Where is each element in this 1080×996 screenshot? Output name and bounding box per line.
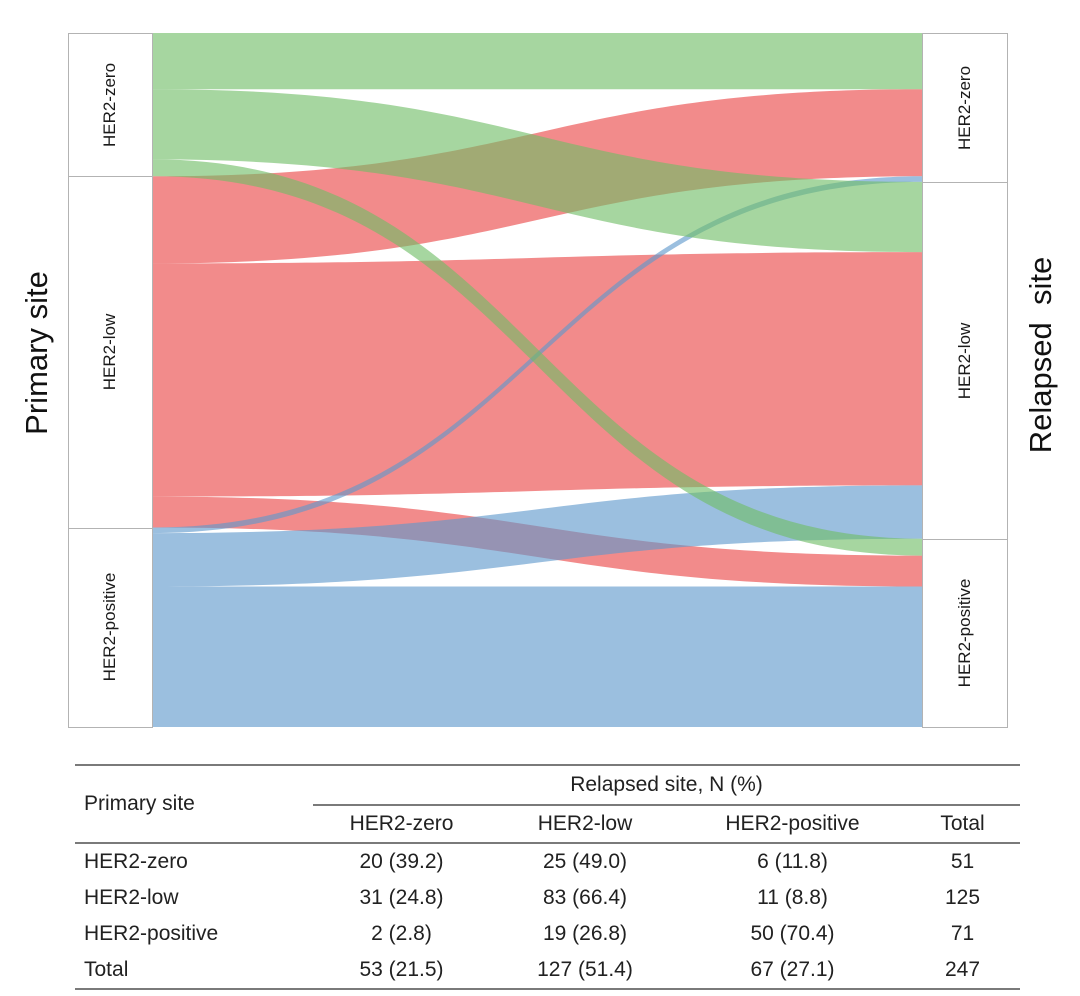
node-relapsed-her2-zero — [922, 33, 1008, 183]
crosstab-table: Primary site Relapsed site, N (%) HER2-z… — [75, 764, 1020, 990]
table-cell: 50 (70.4) — [750, 922, 835, 945]
table-cell: 51 — [950, 850, 975, 873]
node-label-primary-her2-low: HER2-low — [100, 313, 119, 391]
table-cell: 19 (26.8) — [542, 922, 628, 945]
table-col-header: HER2-zero — [349, 812, 454, 835]
ribbon-her2-positive-to-her2-positive — [153, 586, 922, 727]
table-group-header: Relapsed site, N (%) — [313, 766, 1020, 806]
node-label-relapsed-her2-low: HER2-low — [955, 322, 974, 400]
table-row-label: Total — [84, 958, 129, 981]
ribbon-her2-zero-to-her2-positive — [153, 159, 922, 556]
left-axis-label: Primary site — [19, 271, 54, 435]
right-axis-label: Relapsed site — [1023, 256, 1058, 454]
node-relapsed-her2-positive — [922, 539, 1008, 728]
table-cell: 247 — [944, 958, 981, 981]
node-relapsed-her2-low — [922, 182, 1008, 540]
node-primary-her2-low — [68, 176, 153, 529]
node-label-primary-her2-zero: HER2-zero — [100, 62, 119, 148]
table-cell: 25 (49.0) — [542, 850, 628, 873]
table-cell: 127 (51.4) — [537, 958, 633, 981]
table-cell: 83 (66.4) — [542, 886, 628, 909]
table-row-label: HER2-low — [84, 886, 179, 909]
node-label-primary-her2-positive: HER2-positive — [100, 572, 119, 682]
ribbon-her2-zero-to-her2-low — [153, 89, 922, 253]
table-row-label: HER2-positive — [84, 922, 219, 945]
table-cell: 67 (27.1) — [750, 958, 835, 981]
ribbon-her2-low-to-her2-low — [153, 252, 922, 497]
table-cell: 125 — [944, 886, 981, 909]
table-cell: 31 (24.8) — [359, 886, 444, 909]
node-primary-her2-zero — [68, 33, 153, 177]
ribbon-her2-zero-to-her2-zero — [153, 33, 922, 90]
table-header-rule — [75, 842, 1020, 844]
table-col-header: Total — [940, 812, 985, 835]
table-cell: 53 (21.5) — [359, 958, 444, 981]
table-cell: 2 (2.8) — [371, 922, 432, 945]
table-cell: 71 — [950, 922, 975, 945]
sankey-diagram — [153, 33, 922, 727]
node-primary-her2-positive — [68, 528, 153, 728]
node-label-relapsed-her2-positive: HER2-positive — [955, 578, 974, 688]
table-cell: 6 (11.8) — [757, 850, 828, 873]
table-col-header: HER2-low — [537, 812, 633, 835]
table-row-label: HER2-zero — [84, 850, 188, 873]
table-col-header: HER2-positive — [725, 812, 860, 835]
table-row-header: Primary site — [84, 792, 195, 815]
table-cell: 20 (39.2) — [359, 850, 444, 873]
node-label-relapsed-her2-zero: HER2-zero — [955, 65, 974, 151]
table-cell: 11 (8.8) — [757, 886, 828, 909]
